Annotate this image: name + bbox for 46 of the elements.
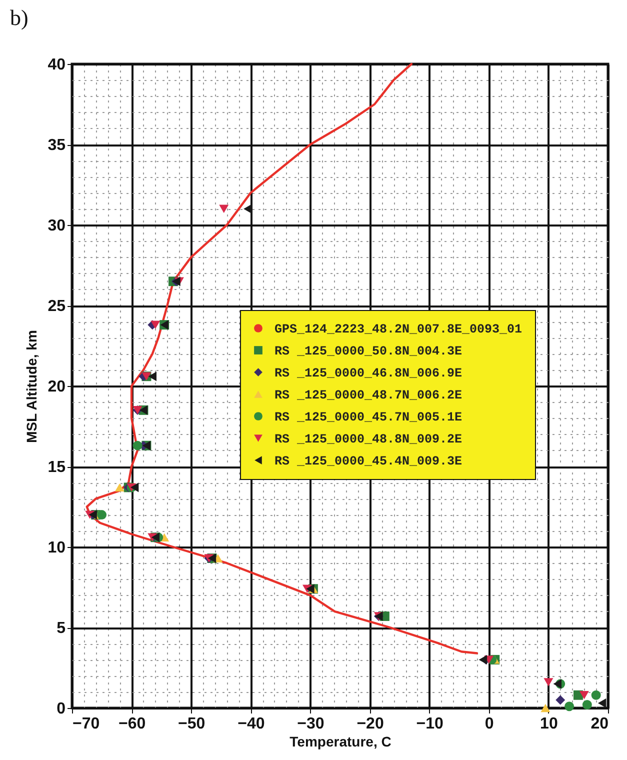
point	[97, 510, 107, 520]
x-tick-label: −40	[238, 716, 265, 732]
legend-label: RS _125_0000_46.8N_006.9E	[274, 366, 462, 380]
y-tick-label: 10	[48, 540, 66, 556]
y-tick-label: 40	[48, 56, 66, 74]
x-tick-label: −70	[72, 716, 100, 732]
chart-title: b)	[10, 5, 28, 30]
x-tick-label: −30	[297, 716, 324, 732]
point	[556, 695, 566, 705]
x-tick-label: −50	[178, 716, 206, 732]
y-axis-title: MSL Altitude, km	[24, 330, 40, 443]
point	[478, 654, 488, 664]
x-tick-label: 0	[484, 716, 494, 732]
point	[544, 678, 554, 686]
y-tick-label: 35	[48, 137, 66, 154]
x-tick-label: −20	[356, 716, 384, 732]
point	[219, 204, 229, 214]
legend-label: RS _125_0000_45.4N_009.3E	[274, 454, 462, 468]
point	[148, 372, 157, 382]
y-tick-label: 25	[48, 298, 66, 315]
x-tick-label: 10	[540, 716, 558, 732]
legend-label: GPS_124_2223_48.2N_007.8E_0093_01	[274, 322, 522, 336]
point	[582, 700, 592, 710]
x-tick-label: −10	[416, 716, 444, 732]
y-tick-label: 20	[48, 378, 66, 396]
legend-label: RS _125_0000_45.7N_005.1E	[274, 410, 462, 424]
point	[564, 702, 574, 712]
x-tick-label: 20	[590, 716, 609, 732]
point	[598, 698, 606, 708]
x-tick-label: −60	[118, 716, 146, 732]
legend-label: RS _125_0000_48.7N_006.2E	[274, 388, 462, 402]
legend-label: RS _125_0000_48.8N_009.2E	[274, 432, 462, 446]
point	[114, 483, 124, 492]
point	[130, 482, 139, 492]
point	[132, 440, 142, 450]
point	[553, 679, 562, 689]
y-tick-label: 5	[56, 620, 66, 637]
y-tick-label: 30	[48, 218, 66, 234]
point	[150, 320, 160, 329]
point	[244, 204, 252, 214]
y-tick-label: 0	[56, 700, 66, 718]
y-tick-label: 15	[48, 459, 66, 476]
point	[591, 690, 601, 700]
legend-label: RS _125_0000_50.8N_004.3E	[274, 344, 462, 358]
point	[579, 691, 589, 700]
x-axis-title: Temperature, C	[290, 734, 392, 750]
